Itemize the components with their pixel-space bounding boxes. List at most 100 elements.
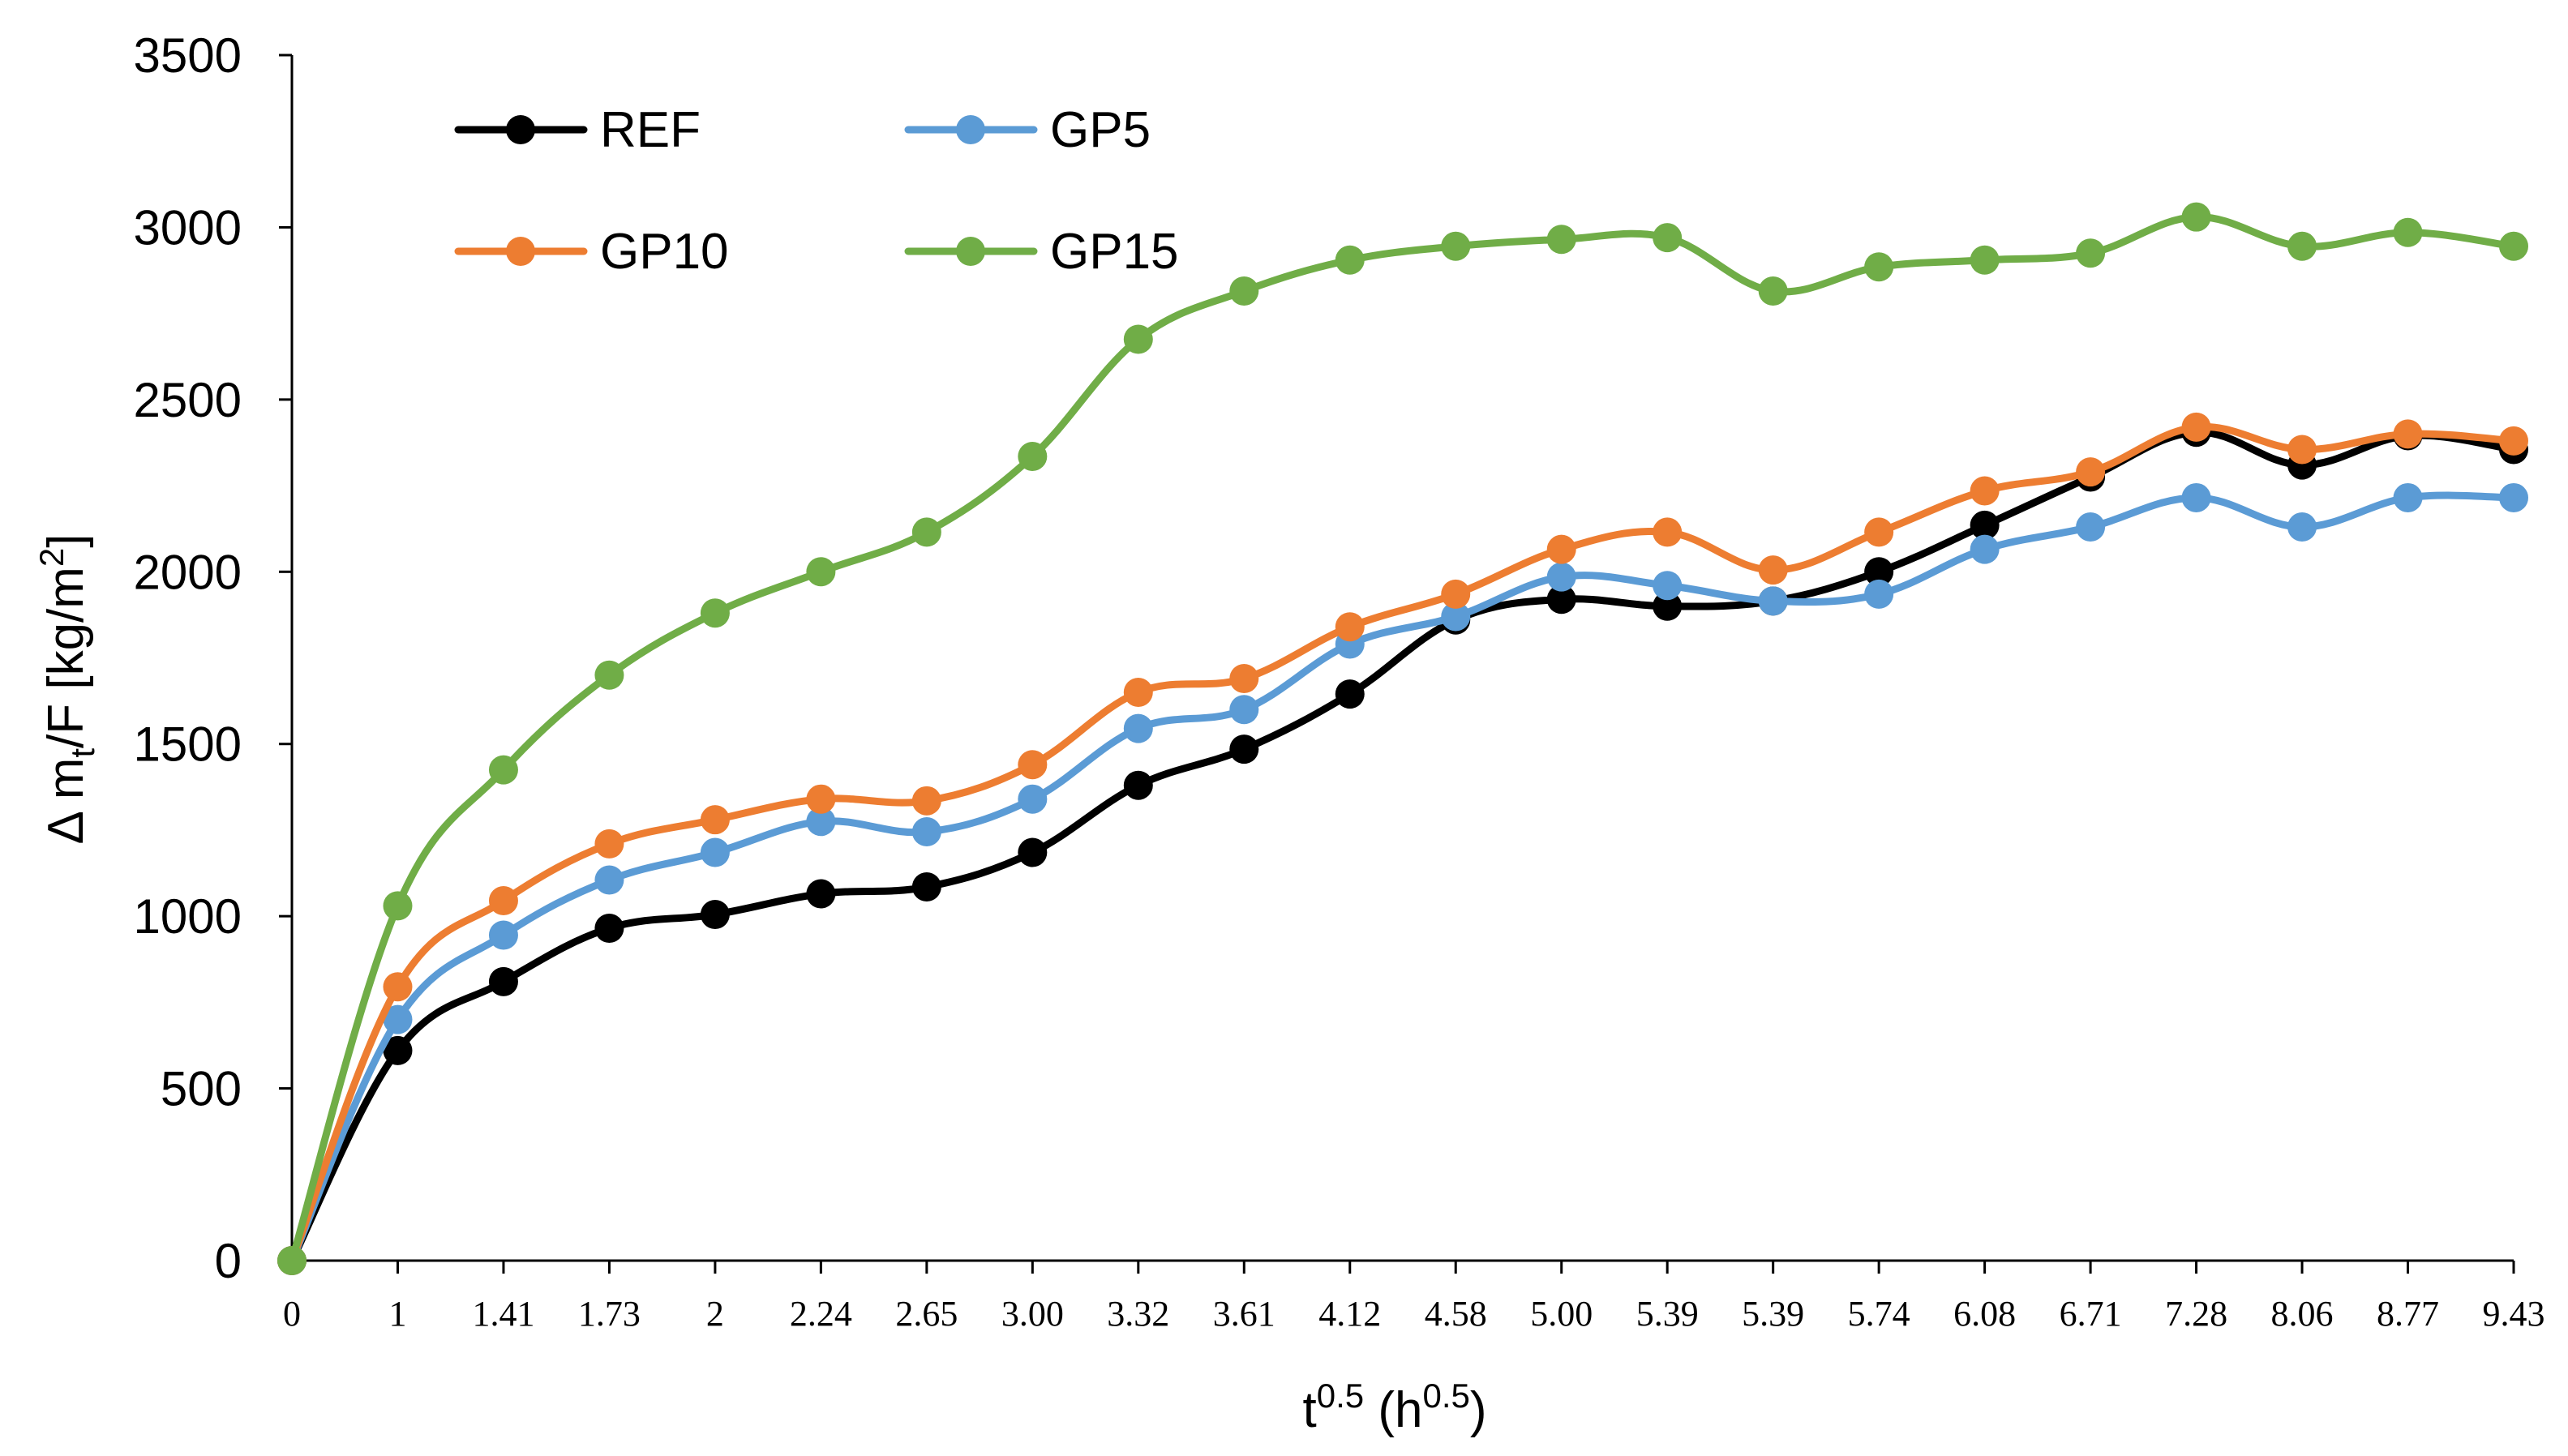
data-point-gp5: [2499, 482, 2528, 512]
x-tick-label: 3.00: [1001, 1294, 1064, 1334]
data-point-gp10: [1441, 579, 1471, 609]
x-tick-label: 0: [283, 1294, 301, 1334]
data-point-gp15: [1758, 276, 1788, 306]
data-point-gp15: [1123, 324, 1153, 354]
data-point-ref: [1123, 770, 1153, 800]
legend-label: GP10: [600, 224, 729, 280]
x-tick-label: 1.41: [472, 1294, 534, 1334]
data-point-ref: [911, 872, 941, 902]
legend-item-ref: REF: [454, 102, 701, 158]
data-point-gp15: [594, 660, 624, 690]
data-point-gp15: [806, 557, 836, 587]
data-point-gp5: [2181, 482, 2211, 512]
data-point-gp10: [1018, 750, 1048, 780]
data-point-ref: [1546, 585, 1576, 615]
axes: 0 500 1000 1500 2000 2500 3000 3500 0 1 1.41 1.73 2 2…: [134, 28, 2545, 1334]
x-tick-label: 4.12: [1318, 1294, 1381, 1334]
data-point-gp5: [2076, 512, 2106, 542]
data-point-ref: [1018, 837, 1048, 867]
data-point-gp5: [2393, 482, 2423, 512]
data-point-gp5: [594, 865, 624, 895]
x-tick-label: 8.06: [2271, 1294, 2334, 1334]
x-tick-label: 5.39: [1636, 1294, 1699, 1334]
x-tick-label: 5.00: [1530, 1294, 1593, 1334]
data-point-gp5: [2287, 512, 2317, 542]
x-tick-label: 7.28: [2165, 1294, 2227, 1334]
legend-item-gp5: GP5: [904, 102, 1151, 158]
data-point-ref: [1970, 510, 2000, 540]
data-point-ref: [488, 966, 518, 996]
data-point-gp10: [2499, 426, 2528, 456]
x-tick-label: 4.58: [1425, 1294, 1487, 1334]
data-point-gp5: [1018, 784, 1048, 814]
data-point-gp15: [1229, 276, 1259, 306]
x-tick-label: 2.24: [790, 1294, 852, 1334]
x-tick-label: 9.43: [2483, 1294, 2545, 1334]
data-point-ref: [594, 914, 624, 944]
data-point-gp15: [2393, 217, 2423, 247]
data-point-gp10: [1653, 517, 1683, 547]
x-tick-label: 5.39: [1742, 1294, 1804, 1334]
data-point-gp15: [1441, 231, 1471, 261]
data-point-gp10: [2076, 457, 2106, 487]
x-axis-title: t0.5 (h0.5): [1302, 1377, 1486, 1438]
y-axis-title: Δ mt/F [kg/m2]: [32, 533, 101, 844]
data-point-gp10: [2287, 435, 2317, 465]
data-point-gp15: [1864, 252, 1894, 282]
data-point-ref: [1335, 679, 1365, 709]
data-point-gp10: [1970, 476, 2000, 506]
data-point-gp5: [1864, 579, 1894, 609]
data-point-gp15: [2181, 202, 2211, 232]
legend-swatch-marker: [506, 237, 535, 266]
y-tick-label: 500: [161, 1062, 242, 1116]
data-point-gp10: [594, 829, 624, 859]
data-point-gp10: [1229, 663, 1259, 693]
data-point-gp10: [806, 784, 836, 814]
y-tick-label: 3000: [134, 200, 242, 255]
data-point-gp10: [488, 886, 518, 916]
legend-swatch-marker: [956, 115, 985, 144]
y-tick-label: 1000: [134, 889, 242, 944]
data-point-gp15: [2076, 238, 2106, 268]
legend-item-gp10: GP10: [454, 224, 729, 280]
x-tick-label: 3.61: [1213, 1294, 1275, 1334]
data-point-gp5: [488, 920, 518, 950]
data-point-gp5: [1123, 713, 1153, 743]
data-point-gp15: [1970, 245, 2000, 275]
x-tick-label: 6.08: [1953, 1294, 2016, 1334]
data-point-gp10: [1758, 555, 1788, 585]
data-point-gp15: [488, 755, 518, 785]
data-point-ref: [1864, 557, 1894, 587]
x-tick-label: 5.74: [1848, 1294, 1910, 1334]
y-tick-label: 2000: [134, 545, 242, 599]
legend-label: GP15: [1050, 224, 1179, 280]
data-point-gp10: [1864, 517, 1894, 547]
legend-label: GP5: [1050, 102, 1151, 158]
x-tick-label: 1.73: [578, 1294, 641, 1334]
data-point-gp15: [2287, 231, 2317, 261]
y-tick-label: 2500: [134, 373, 242, 427]
data-point-ref: [700, 900, 730, 930]
x-tick-label: 8.77: [2377, 1294, 2439, 1334]
legend-swatch-marker: [956, 237, 985, 266]
data-point-gp10: [2181, 412, 2211, 442]
x-tick-label: 1: [388, 1294, 406, 1334]
data-point-ref: [806, 879, 836, 909]
y-tick-label: 1500: [134, 717, 242, 772]
legend-swatch-marker: [506, 115, 535, 144]
data-point-gp10: [383, 972, 413, 1002]
legend-label: REF: [600, 102, 701, 158]
data-point-gp5: [911, 817, 941, 847]
x-tick-label: 3.32: [1107, 1294, 1169, 1334]
legend: REF GP5 GP10 GP15: [454, 102, 1179, 280]
data-point-gp10: [1335, 612, 1365, 642]
series-gp15: [277, 202, 2528, 1275]
data-point-gp5: [1970, 534, 2000, 564]
x-tick-label: 6.71: [2060, 1294, 2122, 1334]
data-point-gp15: [1546, 225, 1576, 255]
data-point-gp10: [911, 786, 941, 816]
data-point-gp5: [1653, 571, 1683, 601]
data-point-gp15: [911, 517, 941, 547]
x-tick-label: 2.65: [895, 1294, 958, 1334]
